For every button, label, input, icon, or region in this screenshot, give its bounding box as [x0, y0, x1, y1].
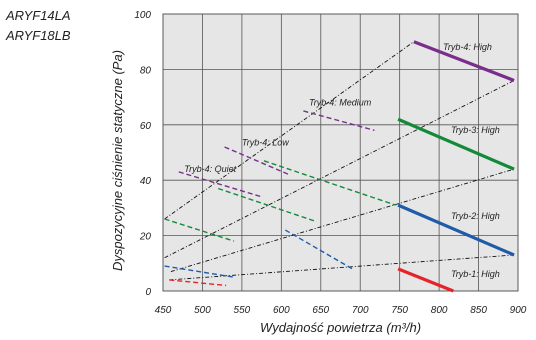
plot-area — [162, 13, 519, 292]
y-tick-2: 40 — [140, 176, 152, 187]
series-label-5: Tryb-2: High — [451, 211, 500, 221]
series-label-3: Tryb-4: Quiet — [184, 164, 236, 174]
system-curve-0 — [164, 80, 515, 259]
y-tick-0: 0 — [145, 287, 151, 298]
system-curve-3 — [169, 254, 515, 281]
x-tick-9: 900 — [510, 305, 527, 316]
series-1-dashed-1 — [284, 229, 353, 270]
system-curve-1 — [164, 41, 415, 220]
series-2-dashed-1 — [263, 160, 396, 206]
series-2-solid — [397, 117, 515, 171]
series-label-2: Tryb-4: Low — [242, 138, 289, 148]
model-name-1: ARYF14LA — [6, 8, 71, 23]
series-0-solid — [397, 267, 454, 293]
x-tick-8: 850 — [470, 305, 487, 316]
series-label-6: Tryb-1: High — [451, 269, 500, 279]
x-tick-7: 800 — [431, 305, 448, 316]
series-label-0: Tryb-4: High — [443, 42, 492, 52]
series-1-dashed-0 — [164, 265, 235, 278]
series-0-dashed-0 — [169, 279, 227, 287]
series-4-dashed-0 — [224, 146, 290, 176]
y-tick-3: 60 — [140, 121, 152, 132]
y-tick-5: 100 — [134, 10, 151, 21]
series-5-dashed-0 — [303, 110, 375, 132]
series-6-solid — [413, 40, 515, 82]
series-2-dashed-2 — [217, 187, 318, 223]
series-2-dashed-0 — [164, 218, 235, 242]
x-axis-title: Wydajność powietrza (m³/h) — [260, 320, 421, 335]
x-tick-1: 500 — [194, 305, 211, 316]
x-tick-3: 600 — [273, 305, 290, 316]
model-name-2: ARYF18LB — [6, 28, 71, 43]
y-tick-4: 80 — [140, 65, 152, 76]
grid — [162, 13, 519, 292]
series-lines — [164, 40, 515, 293]
x-tick-0: 450 — [155, 305, 172, 316]
series-3-dashed-0 — [178, 171, 262, 198]
system-curve-2 — [170, 168, 515, 273]
series-1-solid — [397, 203, 515, 257]
y-axis-title: Dyspozycyjne ciśnienie statyczne (Pa) — [110, 50, 125, 271]
tick-labels: 450 500 550 600 650 700 750 800 850 900 0 20 40 60 80 1… — [134, 10, 526, 316]
x-tick-6: 750 — [391, 305, 408, 316]
system-curves — [164, 41, 515, 281]
x-tick-4: 650 — [312, 305, 329, 316]
series-label-4: Tryb-3: High — [451, 125, 500, 135]
x-tick-2: 550 — [234, 305, 251, 316]
y-tick-1: 20 — [139, 232, 152, 243]
series-label-1: Tryb-4: Medium — [309, 97, 372, 107]
x-tick-5: 700 — [352, 305, 369, 316]
series-labels: Tryb-4: High Tryb-4: Medium Tryb-4: Low Try… — [184, 42, 500, 279]
